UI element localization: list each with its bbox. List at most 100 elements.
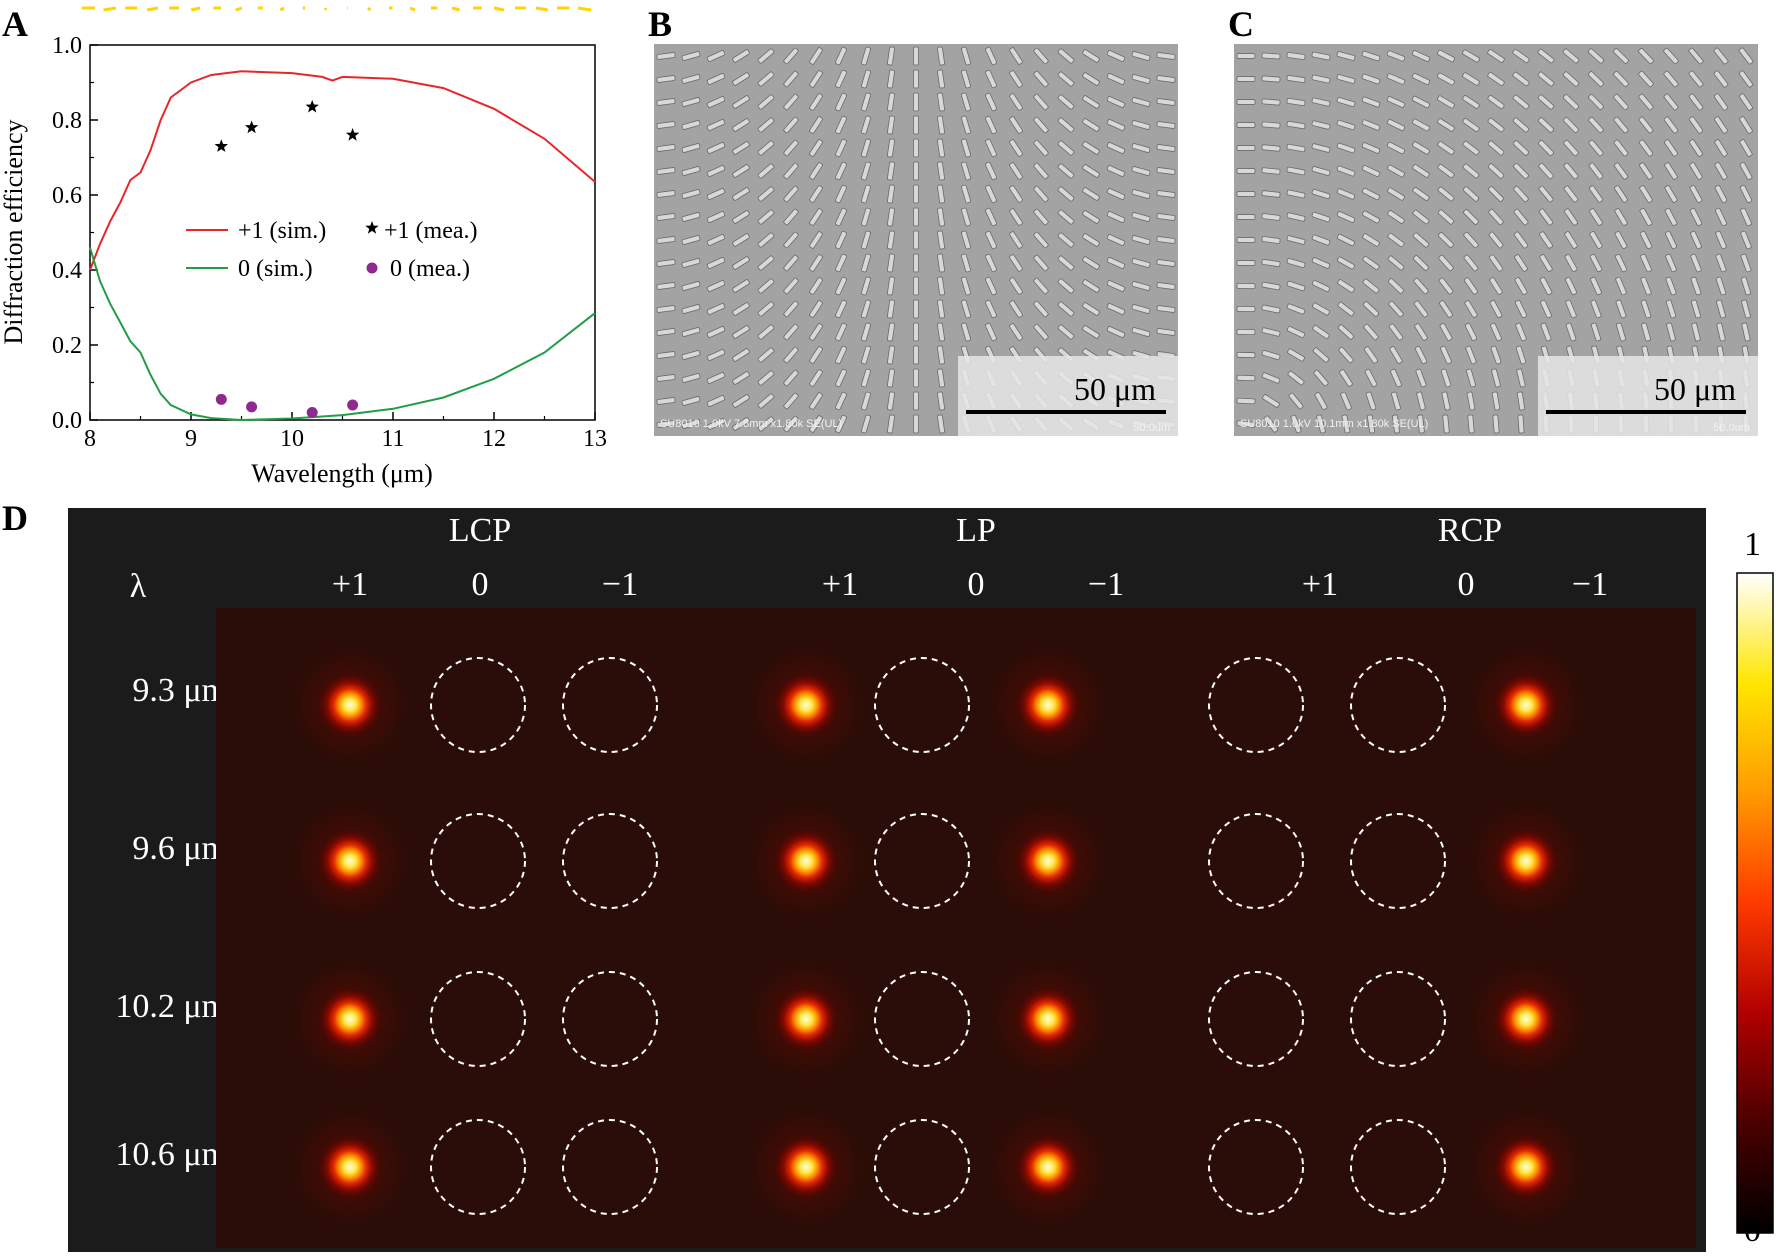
nanorod	[1490, 345, 1502, 365]
nanorod	[1640, 253, 1652, 273]
nanorod	[1262, 394, 1280, 408]
data-point-dot	[347, 399, 359, 411]
empty-order-marker	[1208, 813, 1304, 909]
nanorod	[937, 345, 945, 365]
beam-spot	[772, 985, 840, 1053]
nanorod	[656, 190, 676, 198]
nanorod	[1691, 322, 1701, 342]
nanorod	[1413, 300, 1429, 318]
nanorod	[1417, 414, 1425, 434]
nanorod	[835, 322, 847, 342]
nanorod	[1641, 322, 1651, 342]
nanorod	[861, 138, 871, 158]
sun-ray	[146, 6, 159, 12]
nanorod	[1513, 185, 1529, 203]
nanorod	[1106, 257, 1126, 269]
colorbar-max-label: 1	[1744, 526, 1761, 563]
nanorod	[887, 345, 895, 365]
nanorod	[985, 207, 997, 227]
nanorod	[1365, 391, 1377, 411]
nanorod	[1589, 208, 1603, 226]
nanorod	[1537, 48, 1555, 64]
nanorod	[1537, 94, 1555, 110]
nanorod	[835, 161, 847, 181]
legend-swatch	[366, 262, 378, 274]
nanorod	[809, 346, 823, 364]
sun-rays-decoration	[81, 6, 592, 12]
nanorod	[1462, 163, 1480, 179]
empty-order-marker	[1208, 1119, 1304, 1215]
nanorod	[835, 414, 847, 434]
nanorod	[861, 414, 871, 434]
nanorod	[937, 368, 945, 388]
series-line-0-sim	[89, 247, 596, 422]
x-tick-label: 8	[84, 426, 96, 452]
nanorod	[681, 419, 701, 429]
nanorod	[835, 230, 847, 250]
data-point-dot	[215, 393, 227, 405]
nanorod	[1714, 207, 1728, 227]
nanorod	[1033, 162, 1049, 180]
nanorod	[732, 256, 750, 270]
nanorod	[1740, 207, 1752, 227]
nanorod	[1312, 325, 1330, 339]
nanorod	[732, 348, 750, 362]
scale-bar	[966, 410, 1166, 414]
nanorod	[1539, 231, 1553, 249]
nanorod	[1538, 140, 1554, 156]
nanorod	[1665, 253, 1677, 273]
nanorod	[1564, 276, 1578, 296]
nanorod	[1131, 327, 1151, 337]
nanorod	[783, 185, 799, 203]
nanorod	[985, 299, 997, 319]
nanorod	[656, 259, 676, 267]
sun-ray	[103, 6, 117, 12]
nanorod	[1512, 117, 1530, 133]
nanorod	[1286, 326, 1306, 338]
data-point-star	[305, 99, 319, 113]
nanorod	[1009, 208, 1023, 226]
nanorod	[1009, 277, 1023, 295]
nanorod	[1562, 71, 1580, 87]
legend-label: 0 (sim.)	[238, 256, 313, 282]
nanorod	[732, 210, 750, 224]
nanorod	[1009, 116, 1023, 134]
nanorod	[1512, 48, 1530, 64]
nanorod	[1688, 93, 1704, 111]
nanorod	[861, 276, 871, 296]
nanorod	[1261, 167, 1281, 175]
nanorod	[1615, 276, 1627, 296]
nanorod	[861, 69, 871, 89]
nanorod	[1362, 210, 1380, 224]
nanorod	[1311, 74, 1331, 84]
nanorod	[937, 414, 945, 434]
nanorod	[1286, 120, 1306, 130]
nanorod	[732, 417, 750, 431]
nanorod	[732, 187, 750, 201]
nanorod	[1689, 139, 1703, 157]
nanorod	[937, 253, 945, 273]
nanorod	[861, 230, 871, 250]
nanorod	[1364, 368, 1378, 388]
nanorod	[1713, 70, 1729, 88]
nanorod	[732, 141, 750, 155]
nanorod	[1490, 322, 1502, 342]
nanorod	[1688, 116, 1704, 134]
nanorod	[1337, 256, 1355, 270]
nanorod	[1336, 165, 1356, 177]
nanorod	[1033, 139, 1049, 157]
order-header-rcp-plus1: +1	[1301, 566, 1339, 603]
nanorod	[1361, 165, 1381, 177]
nanorod	[681, 258, 701, 268]
nanorod	[887, 69, 895, 89]
sem-image-c: 50 μm SU8010 1.0kV 10.1mm x1.80k SE(UL) …	[1234, 44, 1758, 436]
nanorod	[1337, 324, 1355, 340]
nanorod	[1439, 323, 1453, 341]
nanorod	[1261, 98, 1281, 106]
nanorod	[1009, 300, 1023, 318]
nanorod	[1386, 141, 1406, 155]
nanorod	[1057, 324, 1075, 340]
nanorod	[913, 253, 919, 273]
nanorod	[1361, 187, 1381, 201]
nanorod	[887, 184, 895, 204]
